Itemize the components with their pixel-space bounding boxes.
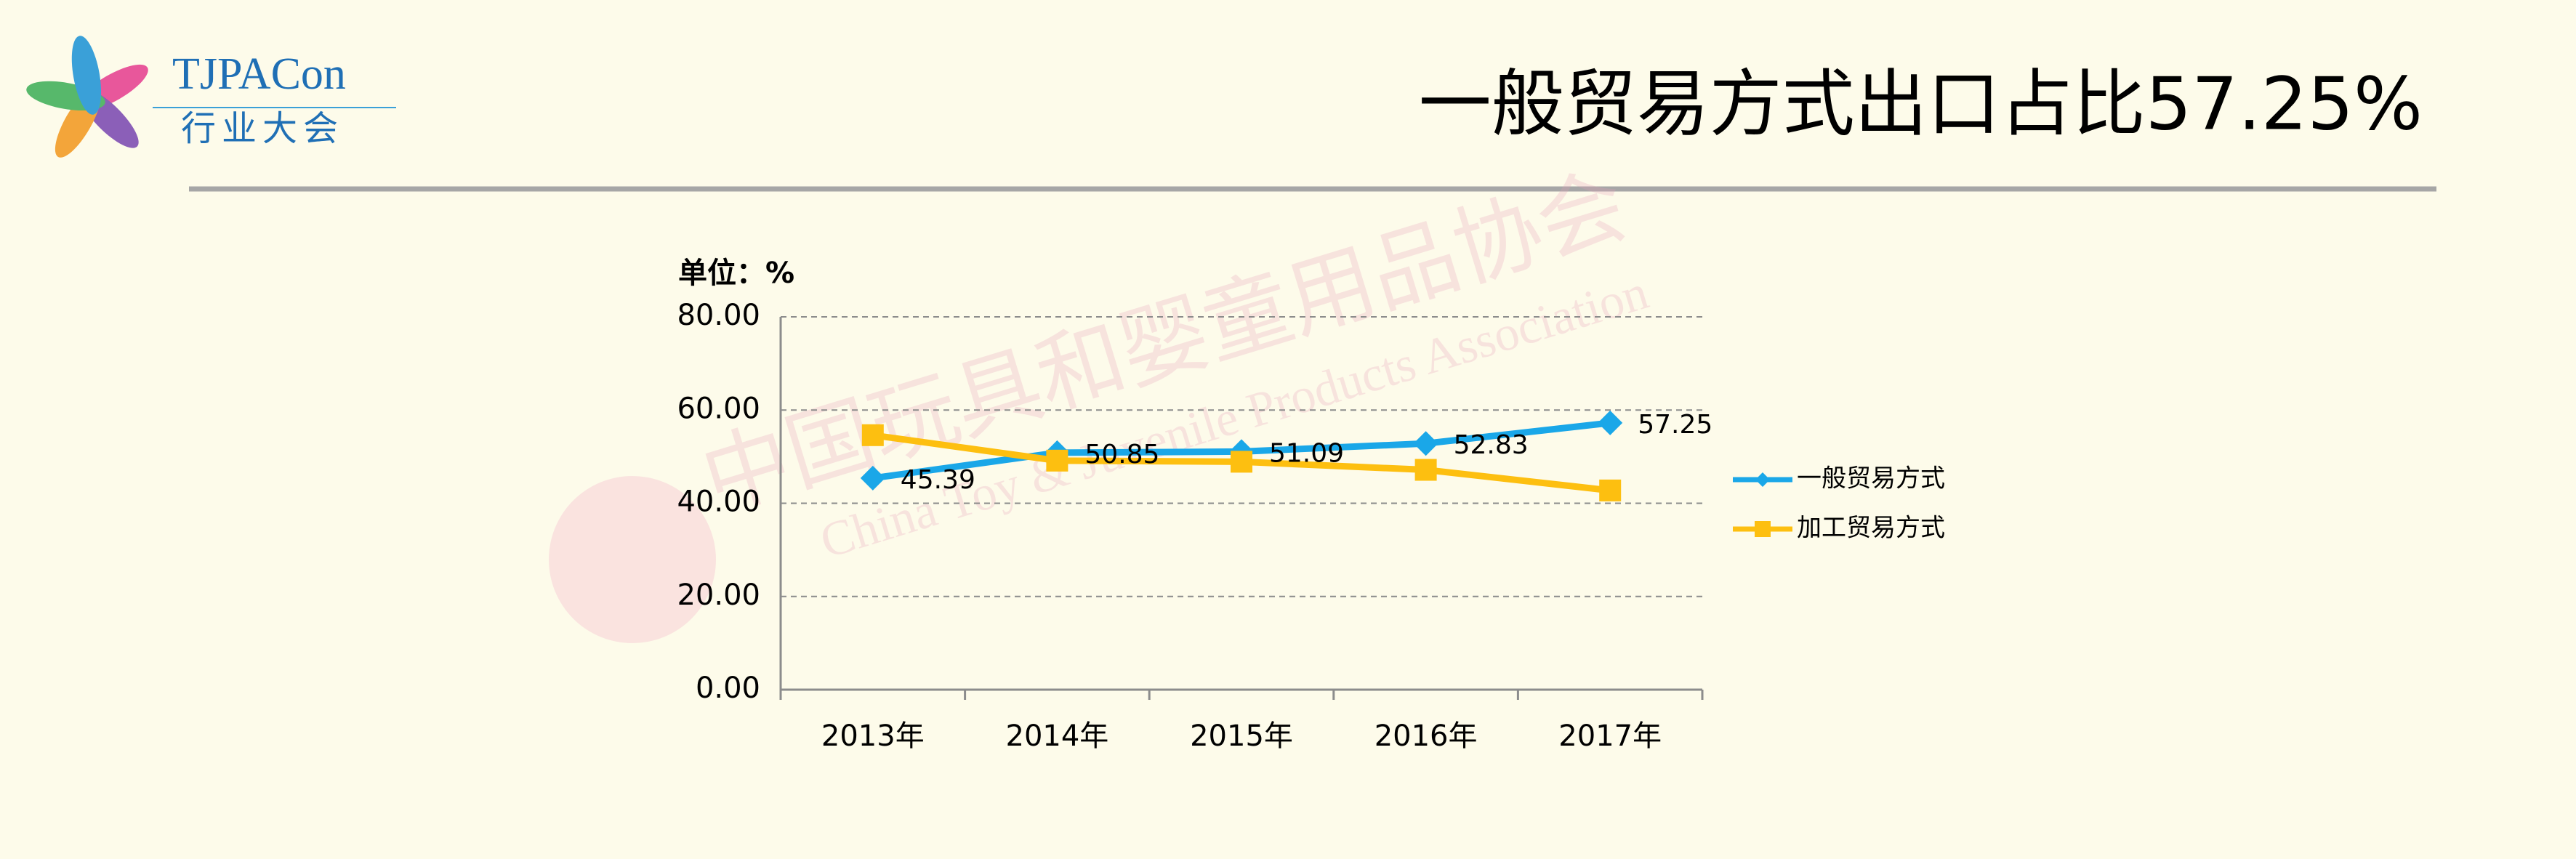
data-point bbox=[1599, 479, 1622, 501]
logo-mark bbox=[26, 36, 148, 158]
legend-label: 加工贸易方式 bbox=[1797, 514, 1945, 543]
y-tick-label: 0.00 bbox=[696, 672, 760, 705]
y-tick-label: 60.00 bbox=[677, 392, 760, 425]
data-point bbox=[861, 424, 884, 446]
data-label: 45.39 bbox=[901, 465, 975, 495]
unit-label: 单位：% bbox=[678, 257, 794, 290]
logo-subtitle: 行业大会 bbox=[181, 108, 344, 149]
data-point bbox=[860, 465, 885, 491]
data-point bbox=[1414, 459, 1437, 481]
x-tick-label: 2015年 bbox=[1190, 719, 1293, 753]
watermark-seal bbox=[549, 476, 716, 643]
data-point bbox=[1046, 449, 1068, 472]
x-tick-label: 2014年 bbox=[1006, 719, 1109, 753]
y-tick-label: 40.00 bbox=[677, 485, 760, 519]
data-point bbox=[1231, 451, 1252, 473]
legend-marker bbox=[1755, 521, 1771, 537]
data-point bbox=[1598, 410, 1623, 435]
x-tick-label: 2017年 bbox=[1558, 719, 1662, 753]
data-label: 52.83 bbox=[1454, 430, 1529, 460]
x-tick-label: 2016年 bbox=[1374, 719, 1478, 753]
legend-label: 一般贸易方式 bbox=[1797, 464, 1945, 493]
data-label: 57.25 bbox=[1638, 410, 1712, 440]
logo-title: TJPACon bbox=[172, 49, 346, 99]
data-point bbox=[1413, 431, 1438, 456]
y-tick-label: 20.00 bbox=[677, 578, 760, 612]
legend-marker bbox=[1755, 472, 1770, 487]
slide-title: 一般贸易方式出口占比57.25% bbox=[1419, 61, 2423, 146]
chart: 0.00 20.00 40.00 60.00 80.00 2013年 2014年 2015年 2… bbox=[677, 299, 1945, 753]
x-tick-label: 2013年 bbox=[821, 719, 925, 753]
data-label: 51.09 bbox=[1269, 438, 1344, 468]
data-label: 50.85 bbox=[1084, 440, 1159, 469]
y-tick-label: 80.00 bbox=[677, 299, 760, 332]
